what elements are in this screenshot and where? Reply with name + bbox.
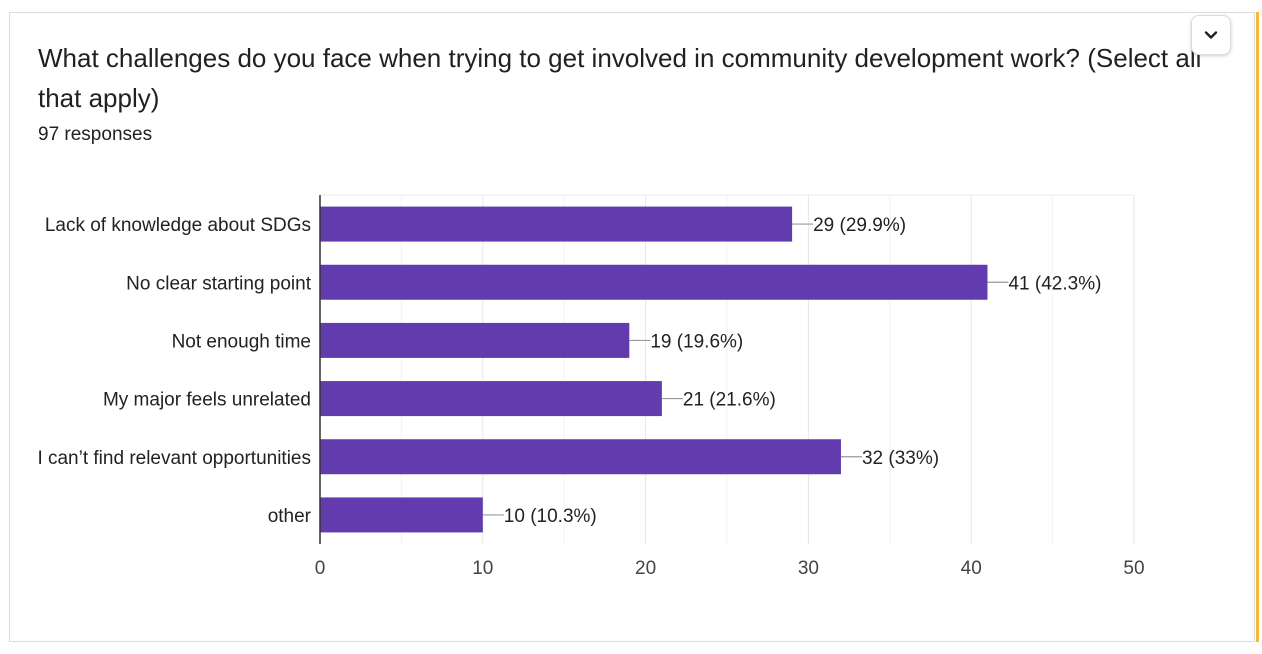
card-accent-strip bbox=[1256, 12, 1259, 642]
x-tick-label: 40 bbox=[961, 558, 982, 579]
question-title: What challenges do you face when trying … bbox=[38, 43, 1202, 113]
x-tick-label: 20 bbox=[635, 558, 656, 579]
chart-gridlines bbox=[320, 194, 1135, 544]
value-label: 32 (33%) bbox=[862, 448, 939, 469]
response-count: 97 responses bbox=[38, 124, 153, 145]
expand-button[interactable] bbox=[1191, 15, 1231, 55]
x-tick-label: 50 bbox=[1123, 558, 1144, 579]
chart-category-labels: Lack of knowledge about SDGs No clear sta… bbox=[37, 215, 311, 527]
category-label: My major feels unrelated bbox=[103, 390, 311, 411]
chart-bars bbox=[320, 206, 988, 533]
category-label: Not enough time bbox=[172, 331, 311, 352]
chart-value-labels: 29 (29.9%) 41 (42.3%) 19 (19.6%) 21 (21.6%)… bbox=[482, 215, 1101, 527]
bar bbox=[320, 497, 483, 533]
question-card bbox=[9, 12, 1255, 642]
category-label: No clear starting point bbox=[126, 273, 312, 294]
bar bbox=[320, 206, 793, 242]
value-label: 10 (10.3%) bbox=[504, 506, 597, 527]
bar bbox=[320, 322, 630, 358]
value-label: 19 (19.6%) bbox=[650, 331, 743, 352]
x-tick-label: 30 bbox=[798, 558, 819, 579]
chevron-down-icon bbox=[1204, 31, 1218, 39]
bar bbox=[320, 439, 841, 475]
category-label: other bbox=[268, 506, 312, 527]
category-label: I can’t find relevant opportunities bbox=[37, 448, 311, 469]
category-label: Lack of knowledge about SDGs bbox=[45, 215, 311, 236]
value-label: 41 (42.3%) bbox=[1008, 273, 1101, 294]
x-tick-label: 0 bbox=[315, 558, 326, 579]
value-label: 29 (29.9%) bbox=[813, 215, 906, 236]
bar bbox=[320, 381, 662, 417]
bar bbox=[320, 264, 988, 300]
chart-tick-labels: 0 10 20 30 40 50 bbox=[315, 558, 1145, 579]
value-label: 21 (21.6%) bbox=[683, 390, 776, 411]
x-tick-label: 10 bbox=[472, 558, 493, 579]
